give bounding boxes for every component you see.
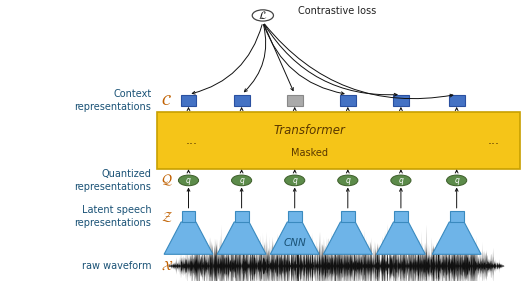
- FancyBboxPatch shape: [393, 95, 409, 106]
- FancyBboxPatch shape: [235, 211, 249, 222]
- Text: raw waveform: raw waveform: [82, 260, 151, 271]
- FancyBboxPatch shape: [157, 112, 520, 169]
- Polygon shape: [376, 222, 425, 254]
- Polygon shape: [270, 222, 319, 254]
- Text: ...: ...: [185, 134, 197, 147]
- Text: ...: ...: [488, 134, 500, 147]
- Text: Context
representations: Context representations: [74, 89, 151, 112]
- Text: $\mathcal{C}$: $\mathcal{C}$: [161, 93, 172, 108]
- FancyBboxPatch shape: [450, 211, 464, 222]
- Text: q: q: [186, 176, 191, 185]
- Text: q: q: [239, 176, 244, 185]
- FancyBboxPatch shape: [341, 211, 355, 222]
- Text: CNN: CNN: [284, 238, 306, 248]
- Text: $\mathcal{Q}$: $\mathcal{Q}$: [161, 173, 173, 188]
- FancyBboxPatch shape: [288, 211, 302, 222]
- Text: Transformer: Transformer: [273, 124, 345, 137]
- Polygon shape: [164, 222, 213, 254]
- Text: q: q: [454, 176, 459, 185]
- Text: $\mathcal{L}$: $\mathcal{L}$: [258, 10, 268, 21]
- Text: $\mathcal{Z}$: $\mathcal{Z}$: [161, 210, 173, 224]
- Circle shape: [178, 175, 199, 186]
- Text: q: q: [345, 176, 350, 185]
- Circle shape: [285, 175, 305, 186]
- FancyBboxPatch shape: [181, 95, 196, 106]
- Text: Contrastive loss: Contrastive loss: [298, 6, 376, 16]
- Circle shape: [232, 175, 252, 186]
- Circle shape: [447, 175, 467, 186]
- FancyBboxPatch shape: [394, 211, 408, 222]
- Text: Masked: Masked: [291, 148, 328, 158]
- FancyBboxPatch shape: [287, 95, 303, 106]
- Text: Latent speech
representations: Latent speech representations: [74, 205, 151, 228]
- Text: $\mathcal{X}$: $\mathcal{X}$: [161, 259, 173, 273]
- Polygon shape: [323, 222, 372, 254]
- FancyBboxPatch shape: [340, 95, 356, 106]
- Circle shape: [338, 175, 358, 186]
- Text: q: q: [398, 176, 404, 185]
- FancyBboxPatch shape: [449, 95, 465, 106]
- Text: q: q: [292, 176, 297, 185]
- FancyBboxPatch shape: [182, 211, 195, 222]
- Polygon shape: [432, 222, 481, 254]
- Circle shape: [391, 175, 411, 186]
- Text: Quantized
representations: Quantized representations: [74, 169, 151, 192]
- FancyBboxPatch shape: [234, 95, 250, 106]
- Polygon shape: [217, 222, 266, 254]
- Circle shape: [252, 10, 273, 21]
